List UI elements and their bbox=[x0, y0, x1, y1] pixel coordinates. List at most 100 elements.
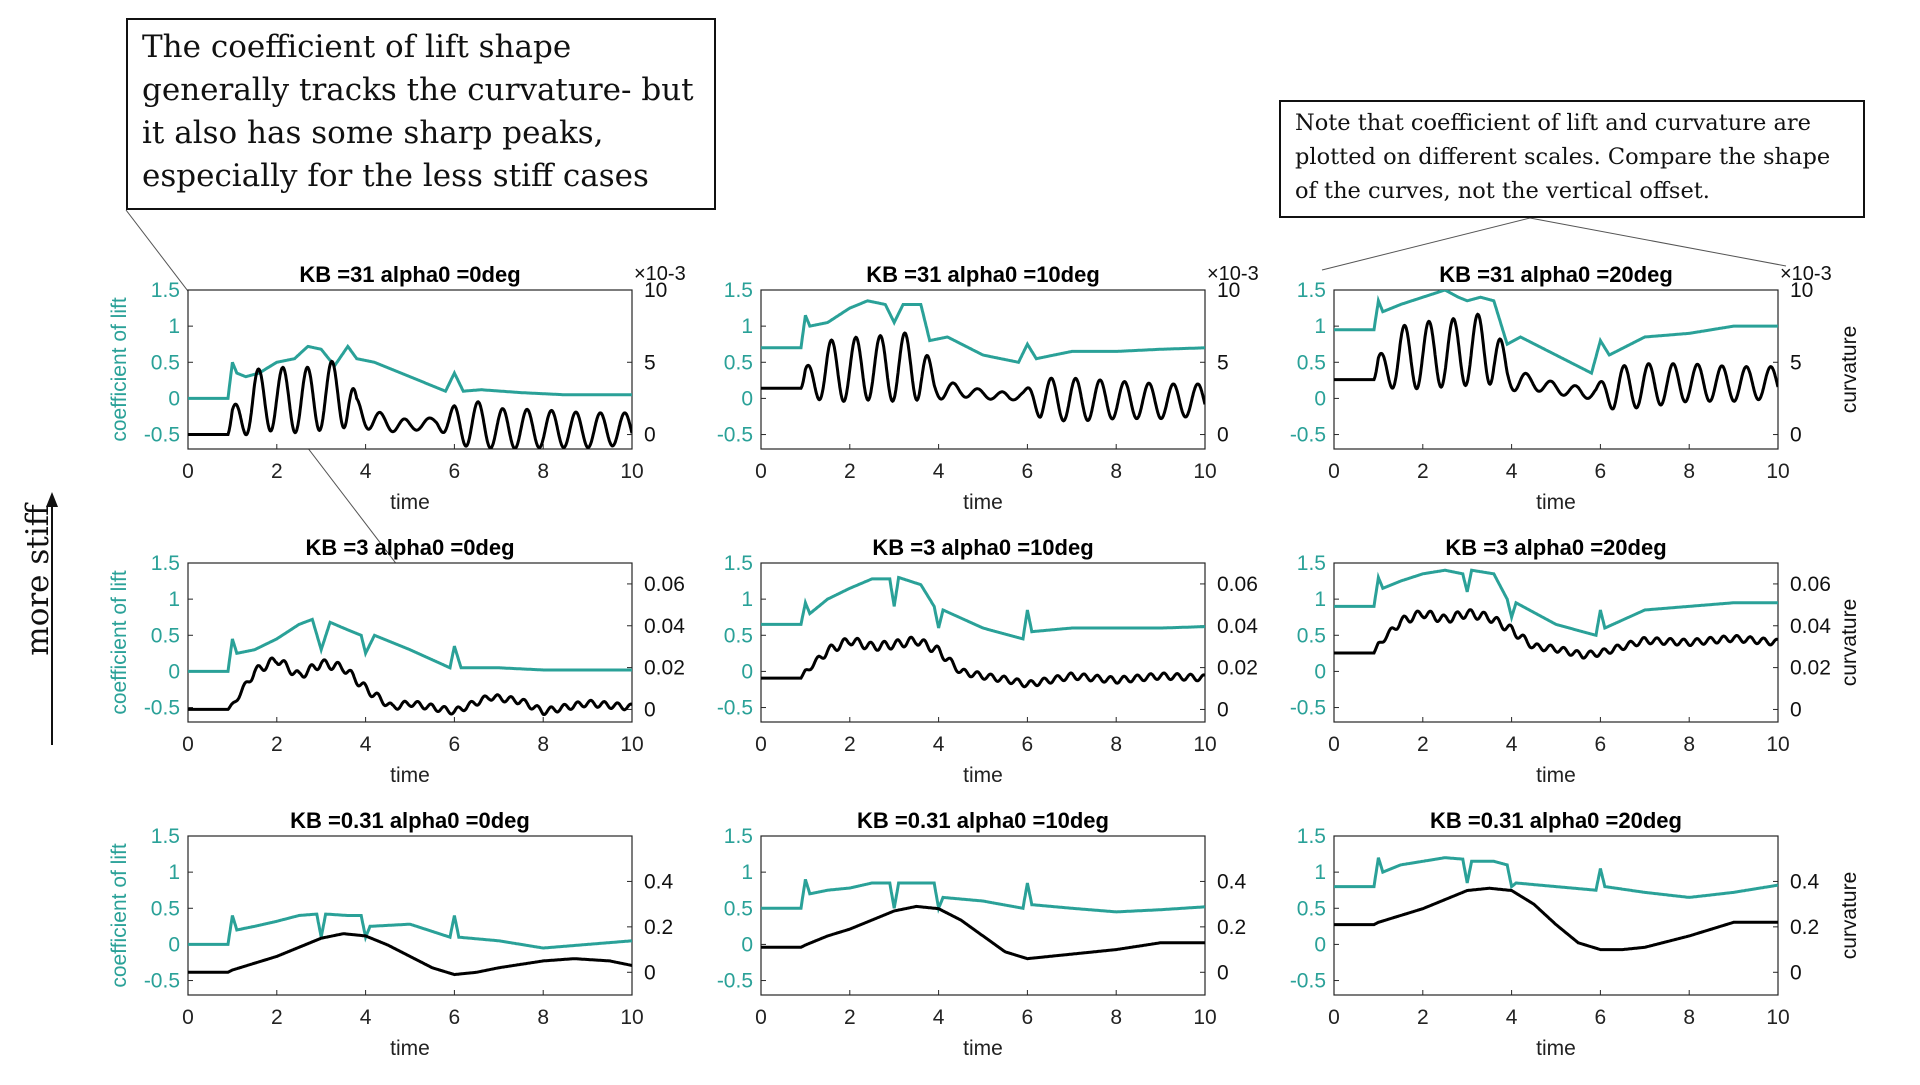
plot-area bbox=[1333, 289, 1779, 450]
curvature-line bbox=[188, 932, 632, 977]
x-axis-label: time bbox=[390, 1037, 430, 1060]
x-tick-label: 8 bbox=[1110, 733, 1122, 756]
x-tick-label: 0 bbox=[1328, 460, 1340, 483]
y-left-tick-label: -0.5 bbox=[1290, 697, 1326, 720]
panel-title: KB =31 alpha0 =10deg bbox=[866, 262, 1100, 287]
x-tick-label: 0 bbox=[755, 1006, 767, 1029]
x-tick-label: 0 bbox=[755, 460, 767, 483]
curvature-line bbox=[761, 635, 1205, 689]
x-tick-label: 2 bbox=[271, 1006, 283, 1029]
y-right-tick-label: 0.2 bbox=[1217, 916, 1246, 939]
y-right-tick-label: 0.02 bbox=[1790, 657, 1831, 680]
y-left-axis-label: coefficient of lift bbox=[108, 297, 131, 442]
plot-area bbox=[760, 289, 1206, 450]
x-tick-label: 10 bbox=[1193, 733, 1216, 756]
annotation-note-left: The coefficient of lift shape generally … bbox=[126, 18, 716, 210]
y-right-tick-label: 0 bbox=[1790, 424, 1802, 447]
x-tick-label: 2 bbox=[1417, 1006, 1429, 1029]
annotation-note-right: Note that coefficient of lift and curvat… bbox=[1279, 100, 1865, 218]
x-tick-label: 4 bbox=[1506, 460, 1518, 483]
y-right-tick-label: 0.04 bbox=[644, 615, 685, 638]
y-left-tick-label: -0.5 bbox=[717, 970, 753, 993]
x-tick-label: 4 bbox=[360, 733, 372, 756]
y-right-tick-label: 0.4 bbox=[1217, 870, 1247, 893]
y-left-tick-label: -0.5 bbox=[1290, 970, 1326, 993]
y-left-tick-label: 0.5 bbox=[1297, 624, 1326, 647]
x-tick-label: 6 bbox=[449, 733, 461, 756]
y-left-tick-label: 0 bbox=[1314, 660, 1326, 683]
x-tick-label: 8 bbox=[1683, 733, 1695, 756]
y-right-tick-label: 5 bbox=[644, 351, 656, 374]
x-tick-label: 10 bbox=[1766, 1006, 1789, 1029]
x-tick-label: 6 bbox=[1595, 733, 1607, 756]
y-left-tick-label: 1.5 bbox=[724, 552, 753, 575]
y-left-tick-label: -0.5 bbox=[144, 970, 180, 993]
x-tick-label: 4 bbox=[360, 460, 372, 483]
y-left-tick-label: 0 bbox=[168, 387, 180, 410]
x-tick-label: 10 bbox=[620, 460, 643, 483]
x-tick-label: 8 bbox=[1110, 460, 1122, 483]
more-stiff-arrow-head bbox=[46, 492, 58, 507]
y-left-tick-label: 1 bbox=[741, 315, 753, 338]
y-left-tick-label: 0 bbox=[1314, 387, 1326, 410]
y-left-tick-label: 0.5 bbox=[724, 897, 753, 920]
y-left-tick-label: 0 bbox=[741, 660, 753, 683]
x-axis-label: time bbox=[390, 491, 430, 514]
y-right-tick-label: 0.04 bbox=[1217, 615, 1258, 638]
y-left-tick-label: 1 bbox=[168, 315, 180, 338]
x-tick-label: 8 bbox=[537, 460, 549, 483]
annotation-note-right-text: Note that coefficient of lift and curvat… bbox=[1295, 110, 1831, 204]
x-tick-label: 4 bbox=[933, 1006, 945, 1029]
curvature-line bbox=[1334, 312, 1778, 411]
x-axis-label: time bbox=[390, 764, 430, 787]
x-tick-label: 0 bbox=[182, 460, 194, 483]
curvature-line bbox=[188, 359, 632, 449]
x-tick-label: 0 bbox=[182, 1006, 194, 1029]
x-tick-label: 10 bbox=[1193, 1006, 1216, 1029]
x-tick-label: 8 bbox=[1683, 1006, 1695, 1029]
y-right-tick-label: 0 bbox=[1790, 961, 1802, 984]
plot-area bbox=[760, 562, 1206, 723]
y-left-tick-label: 1 bbox=[1314, 588, 1326, 611]
y-left-tick-label: 0.5 bbox=[1297, 351, 1326, 374]
x-tick-label: 6 bbox=[1022, 460, 1034, 483]
y-left-tick-label: 0.5 bbox=[151, 351, 180, 374]
panel-title: KB =0.31 alpha0 =20deg bbox=[1430, 808, 1682, 833]
y-left-tick-label: 1 bbox=[741, 861, 753, 884]
x-tick-label: 2 bbox=[844, 1006, 856, 1029]
panel-title: KB =31 alpha0 =0deg bbox=[299, 262, 520, 287]
y-left-tick-label: 1.5 bbox=[151, 825, 180, 848]
x-tick-label: 6 bbox=[1022, 1006, 1034, 1029]
x-tick-label: 2 bbox=[844, 460, 856, 483]
x-tick-label: 2 bbox=[1417, 733, 1429, 756]
y-right-tick-label: 5 bbox=[1217, 351, 1229, 374]
x-tick-label: 2 bbox=[844, 733, 856, 756]
y-left-tick-label: 1.5 bbox=[151, 279, 180, 302]
y-left-tick-label: 0.5 bbox=[724, 351, 753, 374]
x-tick-label: 10 bbox=[620, 733, 643, 756]
x-axis-label: time bbox=[1536, 764, 1576, 787]
panel-title: KB =3 alpha0 =0deg bbox=[305, 535, 514, 560]
y-left-tick-label: -0.5 bbox=[1290, 424, 1326, 447]
y-right-tick-label: 0 bbox=[644, 424, 656, 447]
x-tick-label: 4 bbox=[933, 460, 945, 483]
x-tick-label: 6 bbox=[1022, 733, 1034, 756]
y-left-tick-label: 1 bbox=[1314, 861, 1326, 884]
y-right-tick-label: 0.4 bbox=[1790, 870, 1820, 893]
x-tick-label: 4 bbox=[1506, 1006, 1518, 1029]
y-right-tick-label: 0.06 bbox=[1217, 573, 1258, 596]
annotation-note-left-text: The coefficient of lift shape generally … bbox=[142, 29, 694, 194]
x-tick-label: 0 bbox=[1328, 733, 1340, 756]
y-left-tick-label: -0.5 bbox=[144, 697, 180, 720]
y-right-tick-label: 0.02 bbox=[644, 657, 685, 680]
x-tick-label: 10 bbox=[1766, 460, 1789, 483]
x-tick-label: 0 bbox=[1328, 1006, 1340, 1029]
lift-coefficient-line bbox=[188, 343, 632, 400]
y-left-tick-label: 0.5 bbox=[724, 624, 753, 647]
